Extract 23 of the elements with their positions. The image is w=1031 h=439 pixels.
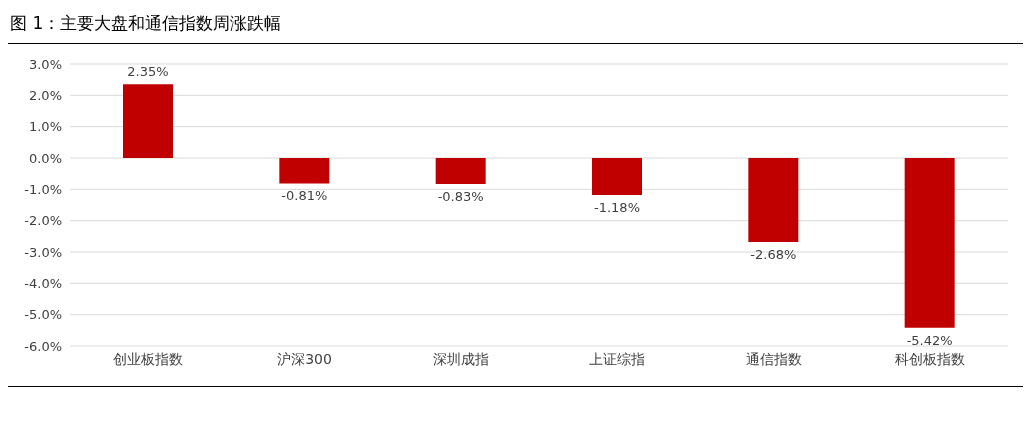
data-label: -1.18% [594,199,640,215]
data-label: 2.35% [127,64,169,80]
y-tick-label: 2.0% [28,87,62,103]
y-tick-label: -6.0% [24,338,62,354]
data-label: -2.68% [750,246,797,262]
x-tick-label: 创业板指数 [113,350,184,367]
y-tick-label: -5.0% [24,307,62,323]
x-tick-label: 深圳成指 [432,350,489,367]
x-tick-label: 通信指数 [745,350,802,367]
y-tick-label: -1.0% [24,181,62,197]
x-tick-label: 上证综指 [589,350,646,367]
y-tick-label: -2.0% [24,213,62,229]
data-label: -0.81% [281,188,328,204]
y-tick-label: -3.0% [24,244,62,260]
x-tick-label: 科创板指数 [894,350,965,367]
x-tick-label: 沪深300 [277,350,332,367]
chart-title: 图 1：主要大盘和通信指数周涨跌幅 [8,8,1023,44]
y-tick-label: 0.0% [28,150,62,166]
data-label: -0.83% [437,189,484,205]
data-label: -5.42% [906,332,953,348]
y-tick-label: -4.0% [24,275,62,291]
y-tick-label: 1.0% [28,119,62,135]
y-tick-label: 3.0% [28,56,62,72]
